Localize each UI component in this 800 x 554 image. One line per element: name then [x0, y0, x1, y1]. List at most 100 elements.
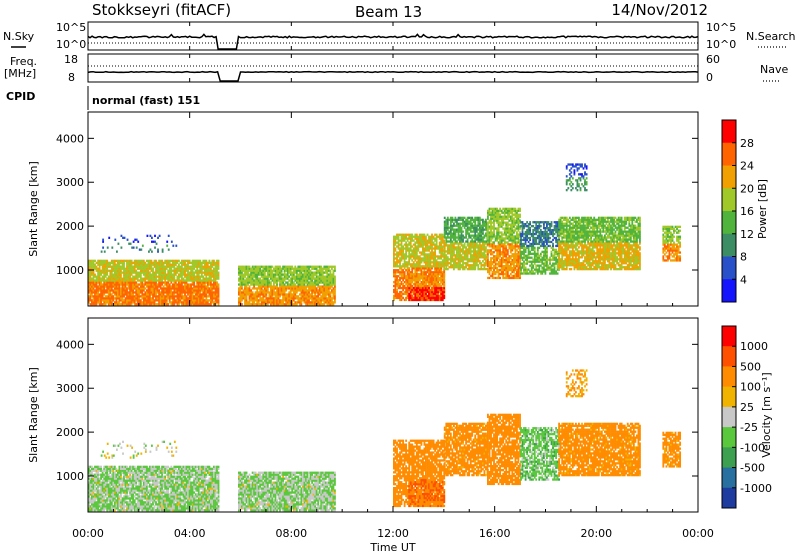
- scatter-cell: [126, 297, 128, 300]
- scatter-cell: [168, 265, 171, 268]
- scatter-cell: [106, 287, 109, 290]
- scatter-cell: [396, 253, 398, 256]
- scatter-cell: [393, 251, 395, 254]
- scatter-cell: [253, 281, 256, 284]
- scatter-cell: [334, 295, 336, 298]
- scatter-cell: [321, 295, 324, 298]
- scatter-cell: [456, 246, 458, 249]
- scatter-cell: [106, 265, 109, 268]
- scatter-cell: [210, 273, 212, 276]
- scatter-cell: [94, 259, 96, 262]
- scatter-cell: [208, 289, 211, 292]
- scatter-cell: [394, 235, 397, 238]
- scatter-cell: [263, 273, 266, 276]
- scatter-cell: [197, 259, 200, 262]
- scatter-cell: [462, 262, 464, 265]
- scatter-cell: [332, 275, 335, 278]
- scatter-cell: [263, 281, 266, 284]
- scatter-cell: [418, 251, 421, 254]
- scatter-cell: [276, 267, 278, 270]
- scatter-cell: [101, 265, 104, 268]
- scatter-cell: [286, 281, 289, 284]
- scatter-cell: [324, 269, 327, 272]
- scatter-cell: [259, 277, 262, 280]
- scatter-cell: [311, 271, 314, 274]
- scatter-cell: [149, 263, 151, 266]
- scatter-cell: [217, 277, 220, 280]
- scatter-cell: [95, 275, 98, 278]
- scatter-cell: [91, 267, 93, 270]
- scatter-cell: [285, 289, 288, 292]
- scatter-cell: [205, 263, 208, 266]
- scatter-cell: [142, 277, 145, 280]
- scatter-cell: [311, 273, 314, 276]
- scatter-cell: [449, 264, 452, 267]
- scatter-cell: [409, 283, 412, 286]
- scatter-cell: [184, 303, 186, 306]
- scatter-cell: [181, 275, 183, 278]
- scatter-cell: [317, 279, 320, 282]
- scatter-cell: [238, 291, 240, 294]
- scatter-cell: [164, 295, 167, 298]
- scatter-cell: [257, 303, 260, 306]
- scatter-cell: [112, 261, 115, 264]
- scatter-cell: [162, 293, 165, 296]
- scatter-cell: [443, 296, 446, 300]
- cpid-value: normal (fast) 151: [92, 94, 200, 107]
- scatter-cell: [206, 303, 209, 306]
- scatter-cell: [393, 290, 395, 294]
- scatter-cell: [199, 285, 202, 288]
- scatter-cell: [139, 299, 142, 302]
- scatter-cell: [161, 287, 164, 290]
- scatter-cell: [88, 275, 90, 278]
- scatter-cell: [147, 289, 150, 292]
- scatter-cell: [199, 277, 202, 280]
- scatter-cell: [318, 289, 321, 292]
- scatter-cell: [88, 261, 90, 264]
- scatter-cell: [115, 297, 118, 300]
- scatter-cell: [418, 298, 421, 302]
- scatter-cell: [480, 250, 483, 253]
- scatter-cell: [165, 295, 168, 298]
- scatter-cell: [156, 295, 159, 298]
- scatter-cell: [193, 273, 196, 276]
- scatter-cell: [141, 297, 144, 300]
- scatter-cell: [172, 244, 175, 247]
- scatter-cell: [321, 269, 324, 272]
- scatter-cell: [402, 239, 405, 242]
- scatter-cell: [188, 295, 191, 298]
- scatter-cell: [141, 277, 144, 280]
- scatter-cell: [118, 273, 121, 276]
- scatter-cell: [262, 281, 265, 284]
- scatter-cell: [475, 262, 478, 265]
- scatter-cell: [214, 299, 217, 302]
- scatter-cell: [116, 250, 118, 253]
- scatter-cell: [132, 283, 135, 286]
- scatter-cell: [133, 267, 136, 270]
- scatter-cell: [194, 287, 197, 290]
- scatter-cell: [273, 279, 275, 282]
- scatter-cell: [126, 263, 128, 266]
- scatter-cell: [406, 271, 409, 274]
- scatter-cell: [193, 265, 196, 268]
- scatter-cell: [176, 289, 179, 292]
- scatter-cell: [185, 289, 188, 292]
- scatter-cell: [468, 264, 471, 267]
- scatter-cell: [256, 291, 259, 294]
- scatter-cell: [493, 233, 495, 236]
- scatter-cell: [202, 275, 205, 278]
- scatter-cell: [165, 261, 168, 264]
- scatter-cell: [214, 277, 217, 280]
- scatter-cell: [203, 293, 206, 296]
- scatter-cell: [493, 225, 495, 228]
- scatter-cell: [187, 283, 189, 286]
- scatter-cell: [190, 273, 193, 276]
- scatter-cell: [314, 265, 317, 268]
- scatter-cell: [295, 273, 298, 276]
- scatter-cell: [110, 285, 113, 288]
- scatter-cell: [164, 259, 167, 262]
- scatter-cell: [253, 287, 256, 290]
- scatter-cell: [297, 285, 300, 288]
- scatter-cell: [280, 275, 283, 278]
- scatter-cell: [270, 269, 272, 272]
